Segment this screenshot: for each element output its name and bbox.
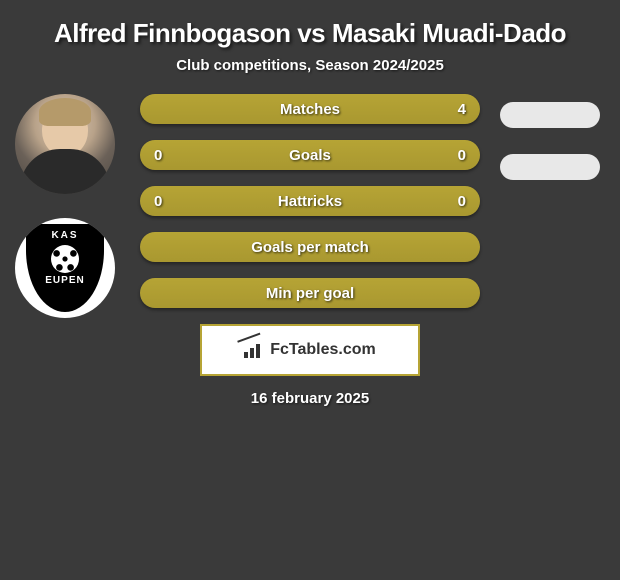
- stat-row-goals: 0 Goals 0: [140, 140, 480, 170]
- chart-icon: [244, 342, 266, 358]
- club-badge: KAS EUPEN: [26, 224, 104, 312]
- club-logo: KAS EUPEN: [15, 218, 115, 318]
- stat-label: Hattricks: [278, 193, 342, 210]
- stat-pill: [500, 154, 600, 180]
- stat-left-value: 0: [154, 147, 162, 164]
- stat-row-goals-per-match: Goals per match: [140, 232, 480, 262]
- soccer-ball-icon: [51, 245, 79, 273]
- comparison-title: Alfred Finnbogason vs Masaki Muadi-Dado: [0, 0, 620, 57]
- right-pill-column: [500, 102, 600, 206]
- avatar-column: KAS EUPEN: [10, 94, 120, 342]
- stat-rows: Matches 4 0 Goals 0 0 Hattricks 0 Goals …: [140, 94, 480, 308]
- club-bottom-text: EUPEN: [45, 275, 84, 286]
- club-top-text: KAS: [51, 230, 78, 241]
- comparison-date: 16 february 2025: [10, 390, 610, 407]
- stat-label: Goals: [289, 147, 331, 164]
- brand-box: FcTables.com: [200, 324, 420, 376]
- stat-pill: [500, 102, 600, 128]
- stat-row-hattricks: 0 Hattricks 0: [140, 186, 480, 216]
- stat-left-value: 0: [154, 193, 162, 210]
- brand-text: FcTables.com: [270, 341, 376, 359]
- stat-label: Goals per match: [251, 239, 369, 256]
- stat-right-value: 4: [458, 101, 466, 118]
- stat-label: Min per goal: [266, 285, 354, 302]
- comparison-content: KAS EUPEN Matches 4 0 Goals 0 0 Hattrick…: [0, 94, 620, 407]
- stat-right-value: 0: [458, 147, 466, 164]
- stat-row-min-per-goal: Min per goal: [140, 278, 480, 308]
- player-avatar: [15, 94, 115, 194]
- season-subtitle: Club competitions, Season 2024/2025: [0, 57, 620, 94]
- stat-label: Matches: [280, 101, 340, 118]
- stat-row-matches: Matches 4: [140, 94, 480, 124]
- stat-right-value: 0: [458, 193, 466, 210]
